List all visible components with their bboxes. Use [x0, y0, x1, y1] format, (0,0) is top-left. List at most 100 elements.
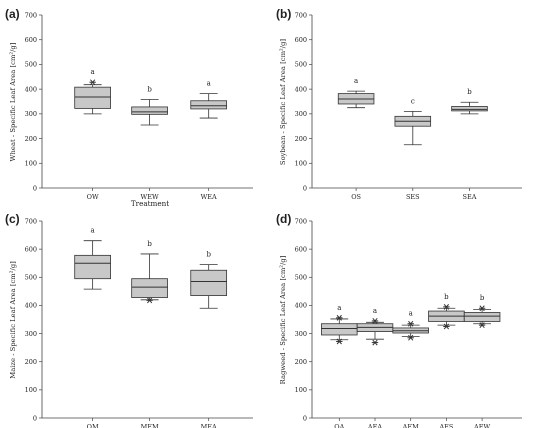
panel-b-box-OS: OS a: [337, 77, 375, 201]
outlier-marker: [371, 339, 379, 346]
category-label: OM: [87, 423, 99, 428]
category-label: SEA: [463, 193, 477, 201]
panel-b-ytick-label: 500: [295, 61, 307, 69]
outlier-marker-stroke-d2: [479, 305, 485, 312]
outlier-marker: [443, 323, 450, 330]
outlier-marker: [89, 79, 96, 86]
category-label: OA: [334, 423, 344, 428]
category-label: SES: [406, 193, 420, 201]
panel-a-ytick-label: 700: [25, 11, 37, 19]
panel-c-ytick-label: 200: [25, 358, 37, 366]
panel-d-ytick-label: 500: [295, 274, 307, 282]
iqr-box: [131, 106, 168, 115]
panel-a-ytick-label: 500: [25, 61, 37, 69]
category-label: AEM: [402, 423, 419, 428]
category-label: MEM: [141, 423, 159, 428]
significance-letter: b: [467, 88, 472, 96]
iqr-box: [463, 312, 501, 322]
significance-letter: a: [373, 307, 377, 315]
iqr-box: [321, 323, 358, 336]
category-label: AEA: [367, 423, 382, 428]
panel-a-ytick-label: 400: [25, 85, 37, 93]
panel-c-ytick-label: 300: [25, 330, 37, 338]
category-label: WEA: [201, 193, 217, 201]
significance-letter: a: [207, 80, 211, 88]
panel-b-ytick-label: 200: [295, 135, 307, 143]
panel-a-ytick-label: 100: [25, 160, 37, 168]
outlier-marker-stroke-d2: [443, 303, 450, 310]
panel-d-box-AES: AES b: [428, 293, 465, 428]
significance-letter: b: [480, 294, 485, 302]
panel-a-box-WEW: WEW b: [131, 86, 168, 201]
panel-a: (a) 0 100 200 300 400 500 600 700 Wheat - Specifi…: [5, 7, 253, 208]
significance-letter: b: [444, 293, 449, 301]
panel-b-box-SES: SES c: [394, 97, 432, 201]
panel-d-ytick-label: 0: [303, 414, 307, 422]
category-label: AEW: [473, 423, 490, 428]
outlier-marker: [443, 303, 450, 310]
panel-d-ytick-label: 200: [295, 358, 307, 366]
panel-c-label: (c): [5, 212, 20, 226]
outlier-marker: [336, 314, 343, 321]
panel-b-ytick-label: 700: [295, 11, 307, 19]
outlier-marker-stroke-d2: [372, 318, 378, 324]
category-label: OW: [87, 193, 99, 201]
significance-letter: a: [91, 227, 95, 235]
outlier-marker: [146, 297, 153, 304]
significance-letter: a: [337, 304, 341, 312]
panel-c: (c) 0 100 200 300 400 500 600 700 Maize - Specifi…: [5, 212, 253, 428]
outlier-marker: [371, 318, 379, 324]
panel-c-ylabel: Maize - Specific Leaf Area [cm²/g]: [9, 261, 17, 379]
panel-a-ytick-label: 200: [25, 135, 37, 143]
significance-letter: a: [354, 77, 358, 85]
outlier-marker-stroke-d2: [336, 338, 342, 345]
panel-d-box-AEW: AEW b: [463, 294, 501, 428]
panel-c-ytick-label: 100: [25, 386, 37, 394]
significance-letter: b: [147, 86, 152, 94]
outlier-marker-stroke-d2: [443, 323, 450, 330]
panel-c-ytick-label: 600: [25, 245, 37, 253]
panel-b-label: (b): [276, 7, 291, 21]
iqr-box: [74, 86, 111, 109]
panel-d-ytick-label: 700: [295, 217, 307, 225]
category-label: OS: [351, 193, 361, 201]
panel-d-ylabel: Ragweed - Specific Leaf Area [cm²/g]: [279, 255, 287, 384]
panel-a-ytick-label: 300: [25, 110, 37, 118]
outlier-marker-stroke-d2: [372, 339, 378, 346]
panel-d-box-AEA: AEA a: [356, 307, 394, 428]
outlier-marker: [478, 305, 486, 312]
panel-d-label: (d): [276, 212, 291, 226]
category-label: AES: [438, 423, 453, 428]
panel-a-ylabel: Wheat - Specific Leaf Area [cm²/g]: [9, 42, 17, 161]
panel-d-ytick-label: 600: [295, 245, 307, 253]
panel-b-box-SEA: SEA b: [451, 88, 488, 201]
panel-d-box-AEM: AEM a: [392, 310, 429, 428]
iqr-box: [451, 106, 488, 112]
panel-d: (d) 0 100 200 300 400 500 600 700 Ragweed - Speci…: [276, 212, 522, 428]
significance-letter: b: [147, 240, 152, 248]
significance-letter: a: [409, 310, 413, 318]
iqr-box: [131, 278, 168, 298]
outlier-marker-stroke-d2: [408, 320, 414, 327]
category-label: WEW: [141, 193, 159, 201]
panel-b-ytick-label: 300: [295, 110, 307, 118]
outlier-marker: [407, 320, 414, 327]
outlier-marker-stroke-d2: [336, 314, 342, 321]
outlier-marker-stroke-d2: [479, 322, 485, 329]
panel-c-ytick-label: 700: [25, 217, 37, 225]
panel-b-ytick-label: 600: [295, 36, 307, 44]
panel-a-ytick-label: 600: [25, 36, 37, 44]
panel-b-ytick-label: 0: [303, 184, 307, 192]
panel-c-box-MEA: MEA b: [190, 251, 228, 428]
outlier-marker-stroke-d2: [408, 334, 414, 341]
iqr-box: [74, 254, 111, 280]
panel-c-ytick-label: 400: [25, 302, 37, 310]
panel-b-ytick-label: 400: [295, 85, 307, 93]
panel-a-box-WEA: WEA a: [190, 80, 228, 201]
panel-d-ytick-label: 400: [295, 302, 307, 310]
outlier-marker-stroke-d2: [146, 297, 153, 304]
panel-b: (b) 0 100 200 300 400 500 600 700 Soybean - Speci…: [276, 7, 522, 201]
iqr-box: [190, 100, 228, 110]
panel-c-ytick-label: 0: [33, 414, 37, 422]
